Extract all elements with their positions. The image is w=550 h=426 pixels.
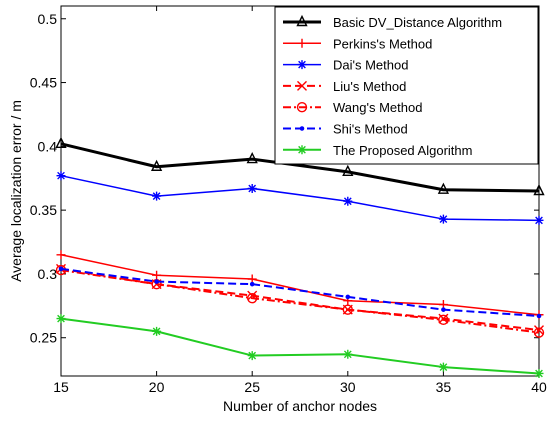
x-tick-label: 35 [436, 379, 452, 395]
series-0 [55, 136, 545, 196]
data-point [342, 304, 353, 315]
data-point [438, 314, 449, 326]
legend-marker [297, 145, 307, 155]
legend-label: Wang's Method [333, 100, 422, 115]
data-point [536, 313, 542, 319]
data-point [343, 349, 353, 359]
legend-entry: Basic DV_Distance Algorithm [283, 14, 502, 30]
data-point [437, 182, 450, 194]
data-point [343, 196, 353, 206]
data-point [533, 327, 545, 338]
series-line [60, 317, 540, 375]
data-point [55, 136, 67, 148]
legend-marker [296, 14, 308, 27]
data-point [58, 266, 64, 272]
series-6 [56, 314, 544, 378]
legend-entry: Shi's Method [283, 122, 408, 137]
series-layer [55, 136, 545, 378]
series-2 [56, 171, 544, 225]
legend-entry: The Proposed Algorithm [283, 143, 472, 158]
data-point [438, 313, 449, 324]
data-point [152, 270, 162, 280]
data-point [345, 294, 351, 300]
x-tick-label: 25 [244, 379, 260, 395]
series-line [60, 174, 540, 222]
legend-label: Dai's Method [333, 58, 408, 73]
legend: Basic DV_Distance Algorithm Perkins's Met… [274, 6, 539, 165]
x-tick-label: 20 [149, 379, 165, 395]
y-tick-label: 0.25 [30, 330, 57, 346]
data-point [441, 307, 446, 312]
data-point [247, 183, 257, 193]
data-point [342, 164, 354, 177]
data-point [152, 326, 162, 336]
y-axis: 0.25 0.3 0.35 0.4 0.45 0.5 [30, 11, 539, 346]
legend-entry: Dai's Method [283, 58, 408, 73]
series-line [60, 142, 540, 193]
legend-marker [299, 126, 305, 131]
y-tick-label: 0.35 [30, 202, 57, 218]
x-tick-label: 30 [340, 379, 356, 395]
legend-label: Liu's Method [333, 79, 406, 94]
data-point [152, 191, 162, 201]
data-point [56, 314, 66, 324]
y-tick-label: 0.45 [30, 75, 57, 91]
series-line [60, 267, 540, 332]
data-point [533, 183, 545, 196]
data-point [150, 159, 163, 171]
legend-marker [297, 38, 307, 48]
data-point [438, 214, 448, 224]
legend-entry: Liu's Method [283, 79, 406, 94]
data-point [246, 152, 258, 164]
x-tick-label: 40 [531, 379, 547, 395]
legend-label: Basic DV_Distance Algorithm [333, 15, 502, 30]
legend-entry: Perkins's Method [283, 36, 432, 51]
data-point [154, 279, 159, 284]
x-axis: 15 20 25 30 35 40 [53, 6, 547, 395]
data-point [247, 351, 257, 361]
data-point [56, 171, 66, 181]
data-point [534, 368, 544, 378]
y-tick-label: 0.4 [38, 138, 58, 154]
legend-label: Perkins's Method [333, 36, 432, 51]
legend-label: The Proposed Algorithm [333, 143, 472, 158]
legend-marker [297, 80, 307, 91]
legend-box [274, 6, 539, 165]
data-point [246, 292, 258, 304]
series-line [60, 269, 540, 334]
legend-label: Shi's Method [333, 122, 408, 137]
series-line [60, 267, 540, 318]
y-tick-label: 0.3 [38, 266, 58, 282]
x-axis-label: Number of anchor nodes [223, 398, 377, 414]
data-point [534, 215, 544, 225]
legend-entry: Wang's Method [283, 100, 422, 115]
x-tick-label: 15 [53, 379, 69, 395]
legend-marker [297, 60, 307, 70]
legend-marker [296, 101, 308, 113]
y-axis-label: Average localization error / m [8, 100, 24, 282]
data-point [249, 281, 255, 287]
data-point [534, 325, 544, 336]
y-tick-label: 0.5 [38, 11, 58, 27]
data-point [438, 362, 448, 372]
series-5 [58, 266, 542, 319]
data-point [56, 250, 66, 260]
